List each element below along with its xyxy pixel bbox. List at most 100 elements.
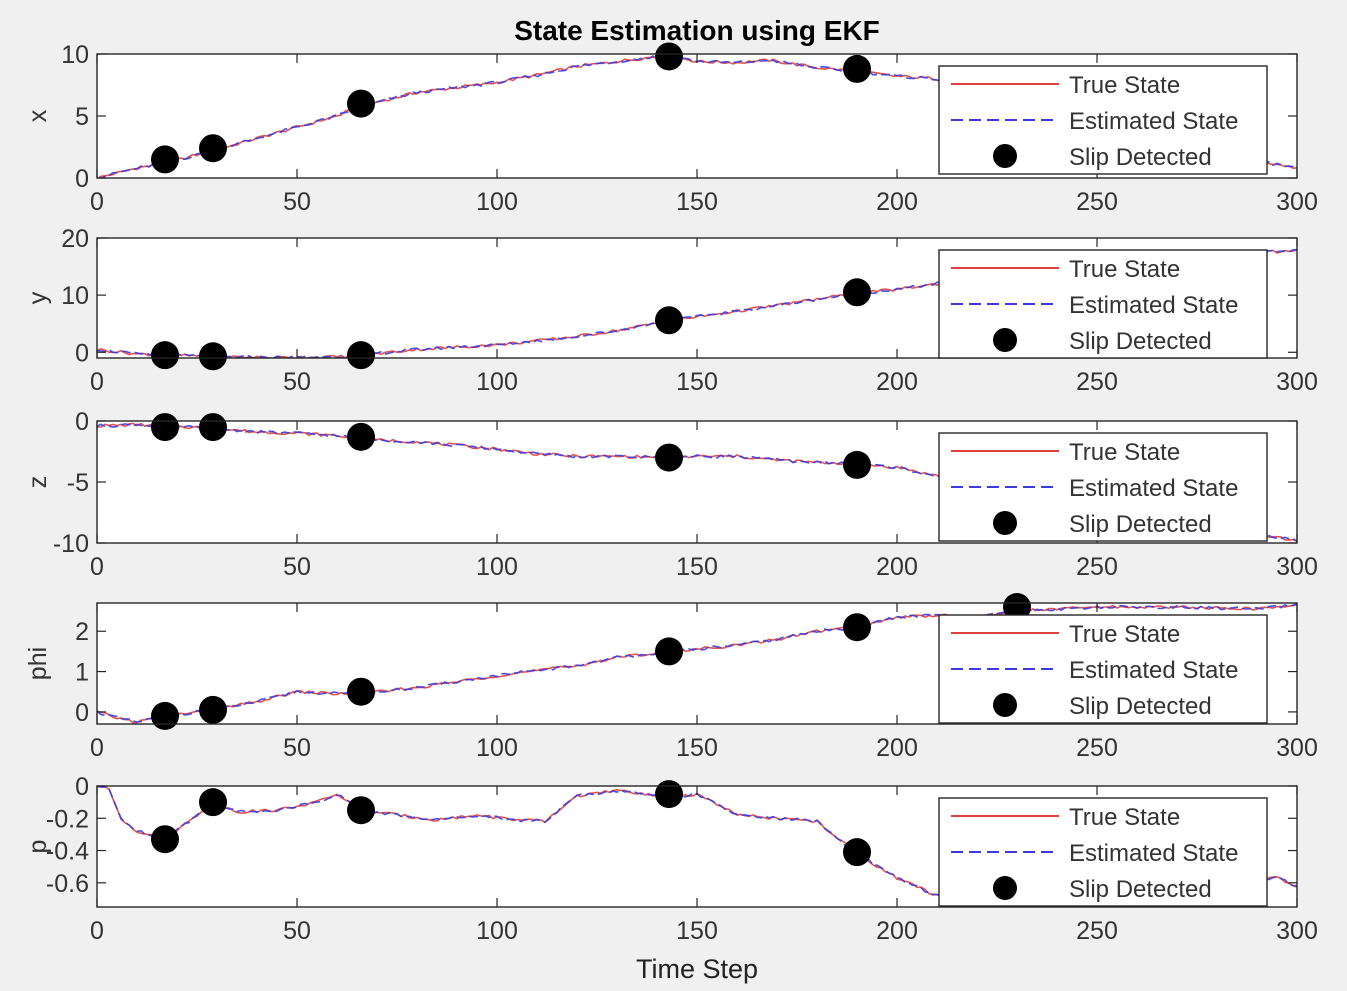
x-tick-label: 50 xyxy=(283,917,311,945)
x-tick-label: 150 xyxy=(676,553,718,581)
x-tick-label: 0 xyxy=(90,368,104,396)
y-tick-label: -0.6 xyxy=(46,870,89,898)
x-tick-label: 300 xyxy=(1276,368,1318,396)
x-tick-label: 150 xyxy=(676,734,718,762)
slip-marker xyxy=(843,54,871,83)
slip-marker xyxy=(347,89,375,118)
legend-label: Estimated State xyxy=(1069,108,1238,135)
legend-label: True State xyxy=(1069,621,1180,648)
subplot-phi: 0 50 100 150 200 250 300 0 1 2 phi True State Estima… xyxy=(24,593,1318,762)
x-tick-label: 50 xyxy=(283,188,311,216)
y-tick-label: 0 xyxy=(75,408,89,436)
y-tick-label: 10 xyxy=(61,282,89,310)
slip-marker xyxy=(347,677,375,706)
slip-marker xyxy=(347,796,375,825)
y-tick-label: 1 xyxy=(75,659,89,687)
x-tick-label: 200 xyxy=(876,734,918,762)
y-tick-label: 0 xyxy=(75,773,89,801)
x-tick-label: 250 xyxy=(1076,917,1118,945)
slip-marker xyxy=(151,413,179,442)
x-tick-label: 100 xyxy=(476,734,518,762)
x-tick-label: 250 xyxy=(1076,553,1118,581)
legend-swatch-slip xyxy=(993,693,1017,717)
slip-marker xyxy=(655,780,683,809)
slip-marker xyxy=(199,342,227,371)
slip-marker xyxy=(151,825,179,854)
subplot-y: 0 50 100 150 200 250 300 0 10 20 y True State Estima… xyxy=(24,225,1318,396)
x-tick-label: 200 xyxy=(876,917,918,945)
legend-swatch-slip xyxy=(993,876,1017,900)
y-axis-label: p xyxy=(24,840,52,854)
x-tick-label: 300 xyxy=(1276,553,1318,581)
legend-label: True State xyxy=(1069,804,1180,831)
slip-marker xyxy=(347,422,375,451)
y-tick-label: 10 xyxy=(61,41,89,69)
slip-marker xyxy=(151,145,179,174)
y-tick-label: 2 xyxy=(75,618,89,646)
slip-marker xyxy=(655,637,683,666)
y-tick-label: -0.2 xyxy=(46,805,89,833)
legend-label: Estimated State xyxy=(1069,657,1238,684)
slip-marker xyxy=(199,695,227,724)
slip-marker xyxy=(843,838,871,867)
y-tick-label: -0.4 xyxy=(46,838,89,866)
slip-marker xyxy=(199,788,227,817)
subplot-z: 0 50 100 150 200 250 300 0 -5 -10 z True State Estim… xyxy=(24,408,1318,581)
legend: True State Estimated State Slip Detected xyxy=(938,249,1268,359)
x-tick-label: 150 xyxy=(676,368,718,396)
x-tick-label: 100 xyxy=(476,188,518,216)
y-tick-label: 0 xyxy=(75,165,89,193)
x-tick-label: 50 xyxy=(283,368,311,396)
y-tick-label: 0 xyxy=(75,699,89,727)
x-tick-label: 300 xyxy=(1276,734,1318,762)
x-tick-label: 0 xyxy=(90,188,104,216)
legend-swatch-slip xyxy=(993,328,1017,352)
x-tick-label: 200 xyxy=(876,188,918,216)
legend-label: Estimated State xyxy=(1069,840,1238,867)
slip-marker xyxy=(151,701,179,730)
slip-marker xyxy=(655,306,683,335)
x-axis-label: Time Step xyxy=(636,954,758,984)
y-axis-label: x xyxy=(24,109,52,122)
y-tick-label: -10 xyxy=(53,530,89,558)
x-tick-label: 250 xyxy=(1076,188,1118,216)
slip-marker xyxy=(1003,593,1031,622)
x-tick-label: 0 xyxy=(90,553,104,581)
slip-marker xyxy=(151,341,179,370)
legend-label: Estimated State xyxy=(1069,292,1238,319)
legend-label: True State xyxy=(1069,439,1180,466)
legend: True State Estimated State Slip Detected xyxy=(938,65,1268,175)
legend-label: Slip Detected xyxy=(1069,876,1212,903)
y-axis-label: phi xyxy=(24,647,52,680)
slip-marker xyxy=(199,413,227,442)
x-tick-label: 100 xyxy=(476,917,518,945)
x-tick-label: 200 xyxy=(876,553,918,581)
legend-label: Slip Detected xyxy=(1069,328,1212,355)
slip-marker xyxy=(843,450,871,479)
x-tick-label: 0 xyxy=(90,734,104,762)
slip-marker xyxy=(347,341,375,370)
y-axis-label: y xyxy=(24,291,52,304)
legend-label: Estimated State xyxy=(1069,475,1238,502)
legend-swatch-slip xyxy=(993,511,1017,535)
legend-label: True State xyxy=(1069,256,1180,283)
legend-label: Slip Detected xyxy=(1069,144,1212,171)
x-tick-label: 250 xyxy=(1076,368,1118,396)
y-tick-label: -5 xyxy=(67,469,89,497)
y-tick-label: 20 xyxy=(61,225,89,253)
x-tick-label: 300 xyxy=(1276,188,1318,216)
legend: True State Estimated State Slip Detected xyxy=(938,432,1268,542)
slip-marker xyxy=(843,613,871,642)
y-tick-label: 5 xyxy=(75,103,89,131)
x-tick-label: 200 xyxy=(876,368,918,396)
legend-label: Slip Detected xyxy=(1069,511,1212,538)
legend: True State Estimated State Slip Detected xyxy=(938,797,1268,907)
x-tick-label: 150 xyxy=(676,188,718,216)
figure-title: State Estimation using EKF xyxy=(514,15,880,46)
x-tick-label: 250 xyxy=(1076,734,1118,762)
slip-marker xyxy=(843,278,871,307)
x-tick-label: 50 xyxy=(283,553,311,581)
x-tick-label: 300 xyxy=(1276,917,1318,945)
